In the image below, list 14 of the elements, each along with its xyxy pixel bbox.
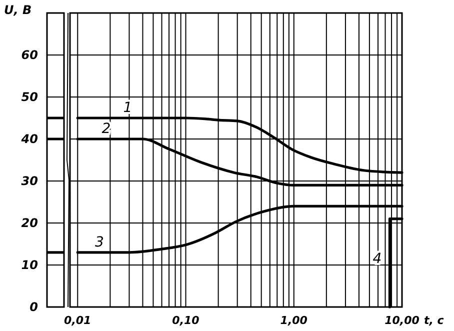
y-tick-label: 10 <box>21 258 38 272</box>
y-tick-label: 30 <box>21 174 38 188</box>
x-tick-label: 10,00 <box>384 314 420 327</box>
y-tick-label: 50 <box>21 90 38 104</box>
y-axis-title: U, В <box>4 3 32 17</box>
y-tick-label: 40 <box>20 132 38 146</box>
x-tick-label: 1,00 <box>280 314 308 327</box>
series-label: 3 <box>94 234 104 250</box>
x-tick-label: 0,10 <box>172 314 200 327</box>
x-tick-label: 0,01 <box>64 314 92 327</box>
y-tick-label: 20 <box>21 216 38 230</box>
y-tick-label: 60 <box>21 48 38 62</box>
x-axis-title: t, c <box>424 314 444 327</box>
y-tick-label: 0 <box>30 300 38 314</box>
